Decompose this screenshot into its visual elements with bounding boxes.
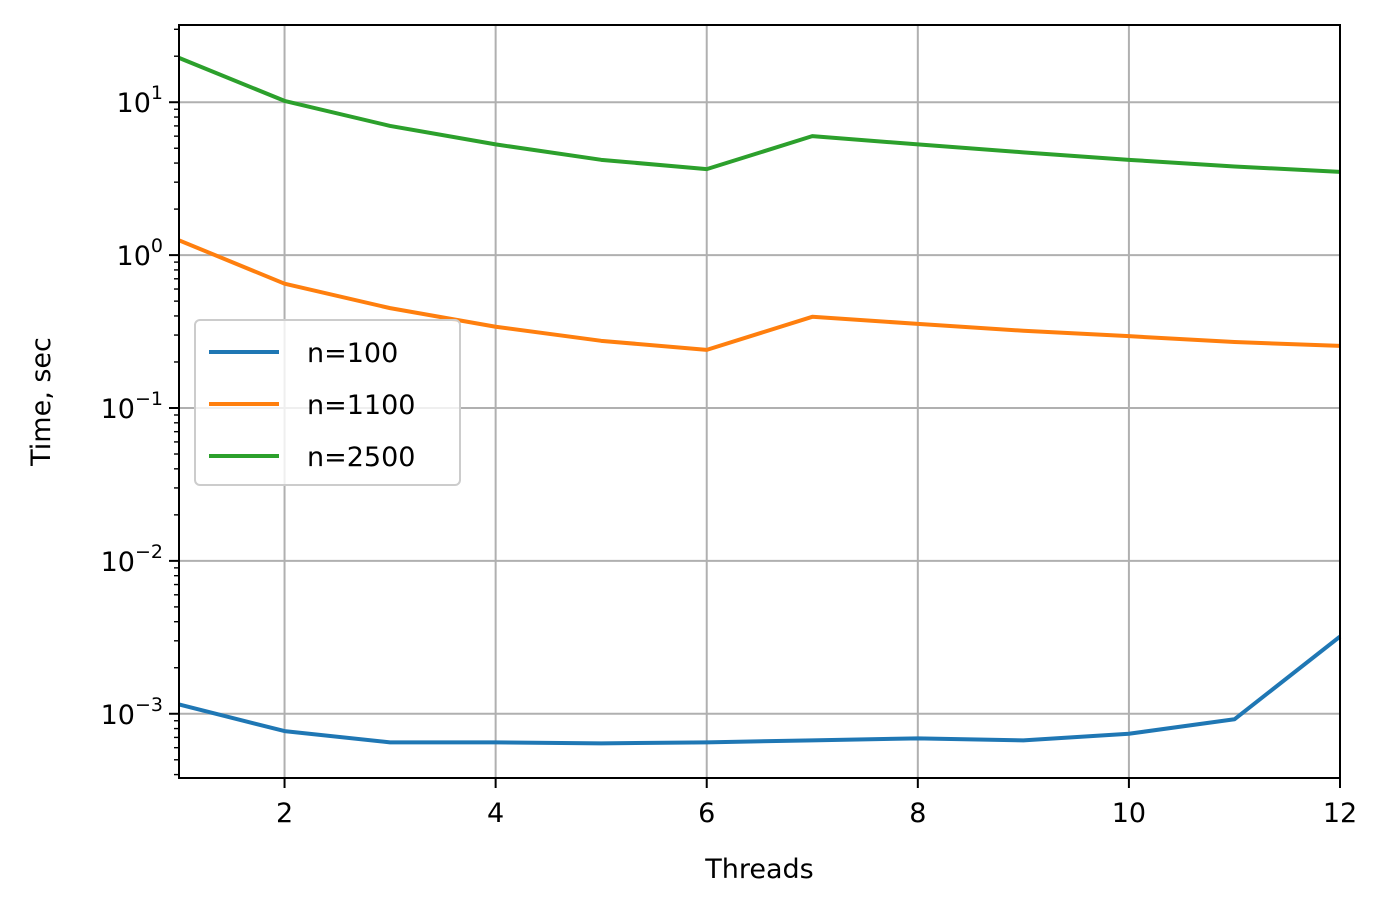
x-tick-label: 2 bbox=[276, 798, 293, 829]
series-line-n=100 bbox=[178, 634, 1342, 746]
series-lines bbox=[178, 56, 1342, 746]
y-axis-label: Time, sec bbox=[26, 337, 57, 467]
axes-frame bbox=[178, 24, 1341, 779]
x-tick-label: 10 bbox=[1112, 798, 1146, 829]
x-tick-label: 12 bbox=[1323, 798, 1357, 829]
x-tick-label: 6 bbox=[698, 798, 715, 829]
x-tick-label: 8 bbox=[909, 798, 926, 829]
x-tick-label: 4 bbox=[487, 798, 504, 829]
x-axis-label: Threads bbox=[704, 854, 813, 885]
legend-box bbox=[194, 319, 461, 486]
legend-label: n=100 bbox=[307, 338, 398, 369]
y-tick-label: 10−3 bbox=[101, 694, 163, 731]
y-tick-label: 10−1 bbox=[101, 388, 163, 425]
legend: n=100 n=1100 n=2500 bbox=[194, 319, 461, 486]
series-line-n=1100 bbox=[178, 238, 1341, 352]
y-tick-label: 10−2 bbox=[101, 541, 163, 578]
legend-label: n=1100 bbox=[307, 390, 415, 421]
y-tick-label: 101 bbox=[117, 82, 163, 119]
y-tick-label: 100 bbox=[117, 235, 163, 272]
legend-label: n=2500 bbox=[307, 442, 415, 473]
series-line-n=2500 bbox=[178, 56, 1341, 174]
axis-ticks: 2 4 6 8 10 12 10−3 10−2 10−1 100 101 bbox=[101, 28, 1357, 829]
